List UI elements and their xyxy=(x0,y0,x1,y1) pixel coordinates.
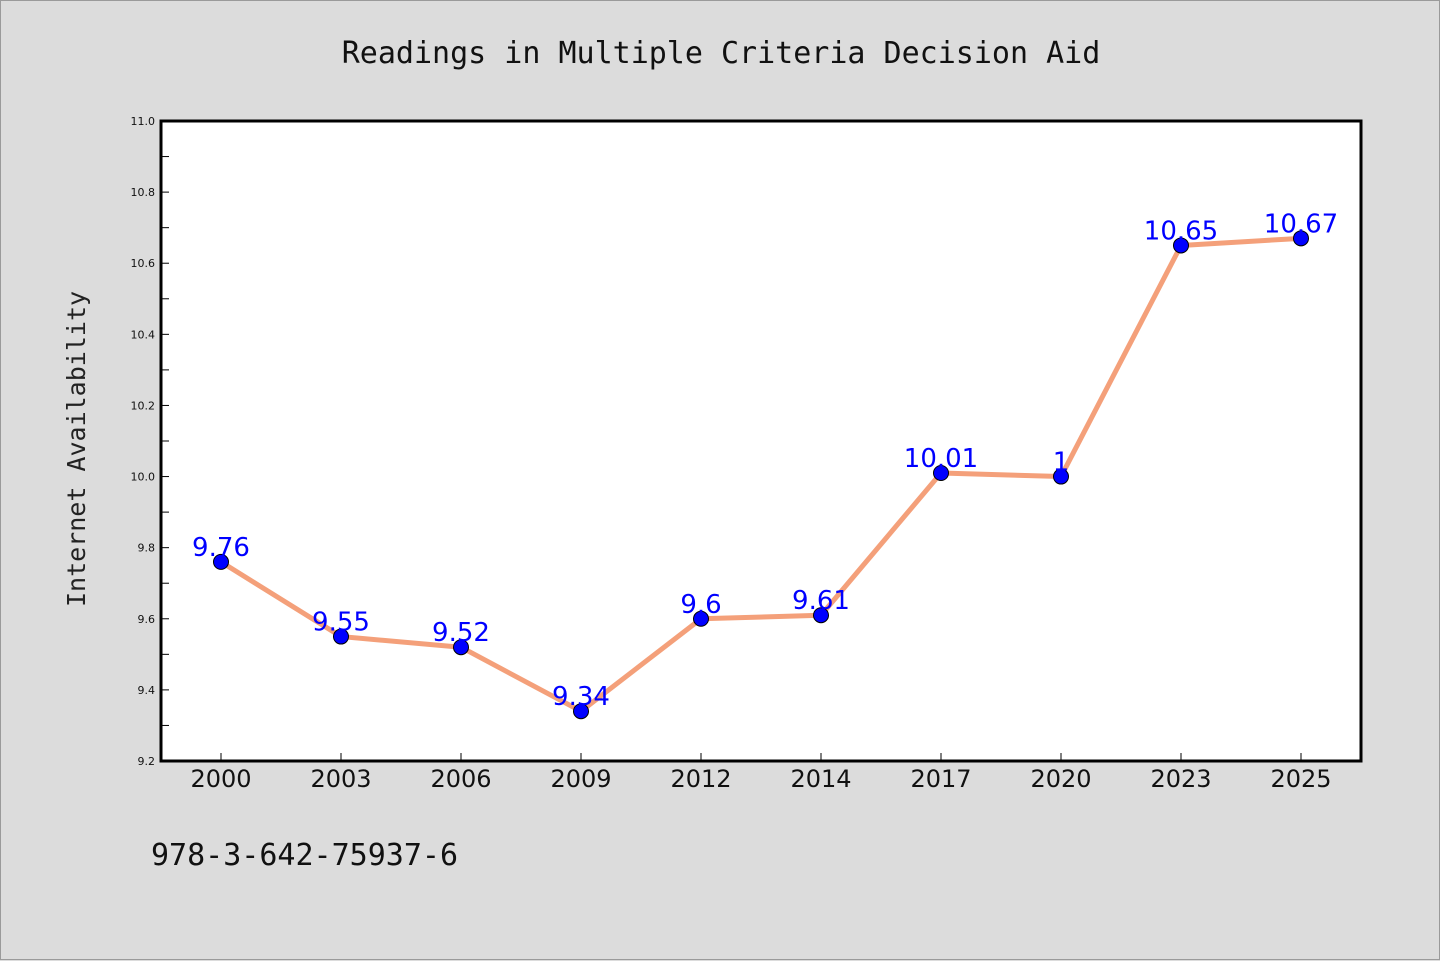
series-layer: 9.76 9.55 9.52 9.34 9.6 9.61 10.01 1 10.65 10.67 xyxy=(192,209,1338,720)
plot-border xyxy=(159,119,1363,763)
footer-isbn: 978-3-642-75937-6 xyxy=(151,838,458,873)
y-tick-label: 9.6 xyxy=(138,613,156,626)
y-tick-label: 11.0 xyxy=(131,115,156,128)
data-point xyxy=(213,553,229,570)
x-tick-label: 2003 xyxy=(310,765,371,793)
data-label: 10.01 xyxy=(904,444,978,474)
data-point xyxy=(933,465,949,481)
x-tick-label: 2017 xyxy=(910,765,971,793)
y-axis-label: Internet Availability xyxy=(62,291,91,607)
chart-title: Readings in Multiple Criteria Decision A… xyxy=(342,36,1101,71)
data-point xyxy=(573,703,589,720)
data-point xyxy=(1293,230,1309,247)
y-tick-label: 9.4 xyxy=(138,684,156,697)
data-label: 10.65 xyxy=(1144,216,1218,246)
data-point xyxy=(693,610,709,627)
data-label: 9.55 xyxy=(312,608,370,638)
y-tick-label: 10.8 xyxy=(131,186,156,199)
x-tick-label: 2014 xyxy=(790,765,851,793)
plot-area xyxy=(161,121,1361,761)
data-label: 9.76 xyxy=(192,533,250,563)
data-point xyxy=(1053,468,1069,485)
data-label: 10.67 xyxy=(1264,209,1338,239)
x-tick-label: 2025 xyxy=(1270,765,1331,793)
data-label: 1 xyxy=(1053,448,1070,478)
y-tick-label: 10.2 xyxy=(131,399,156,412)
y-tick-label: 10.4 xyxy=(131,328,156,341)
x-tick-label: 2020 xyxy=(1030,765,1091,793)
data-label: 9.6 xyxy=(680,590,721,620)
data-point xyxy=(1173,237,1189,254)
x-tick-label: 2023 xyxy=(1150,765,1211,793)
data-label: 9.52 xyxy=(432,618,490,648)
data-point xyxy=(453,639,469,656)
data-label: 9.34 xyxy=(552,682,610,712)
data-point xyxy=(813,607,829,624)
data-label: 9.61 xyxy=(792,586,850,616)
data-point xyxy=(333,628,349,645)
x-tick-label: 2012 xyxy=(670,765,731,793)
x-axis: 2000 2003 2006 2009 2012 2014 2017 2020 2023 2025 xyxy=(190,753,1332,793)
y-tick-label: 10.0 xyxy=(131,471,156,484)
x-tick-label: 2000 xyxy=(190,765,251,793)
y-tick-label: 9.8 xyxy=(138,542,156,555)
y-tick-label: 10.6 xyxy=(131,257,156,270)
x-tick-label: 2009 xyxy=(550,765,611,793)
y-axis: 9.2 9.4 9.6 9.8 10.0 10.2 10.4 10.6 10.8 11.0 xyxy=(131,115,169,768)
series-line xyxy=(218,235,1304,714)
x-tick-label: 2006 xyxy=(430,765,491,793)
y-tick-label: 9.2 xyxy=(138,755,156,768)
